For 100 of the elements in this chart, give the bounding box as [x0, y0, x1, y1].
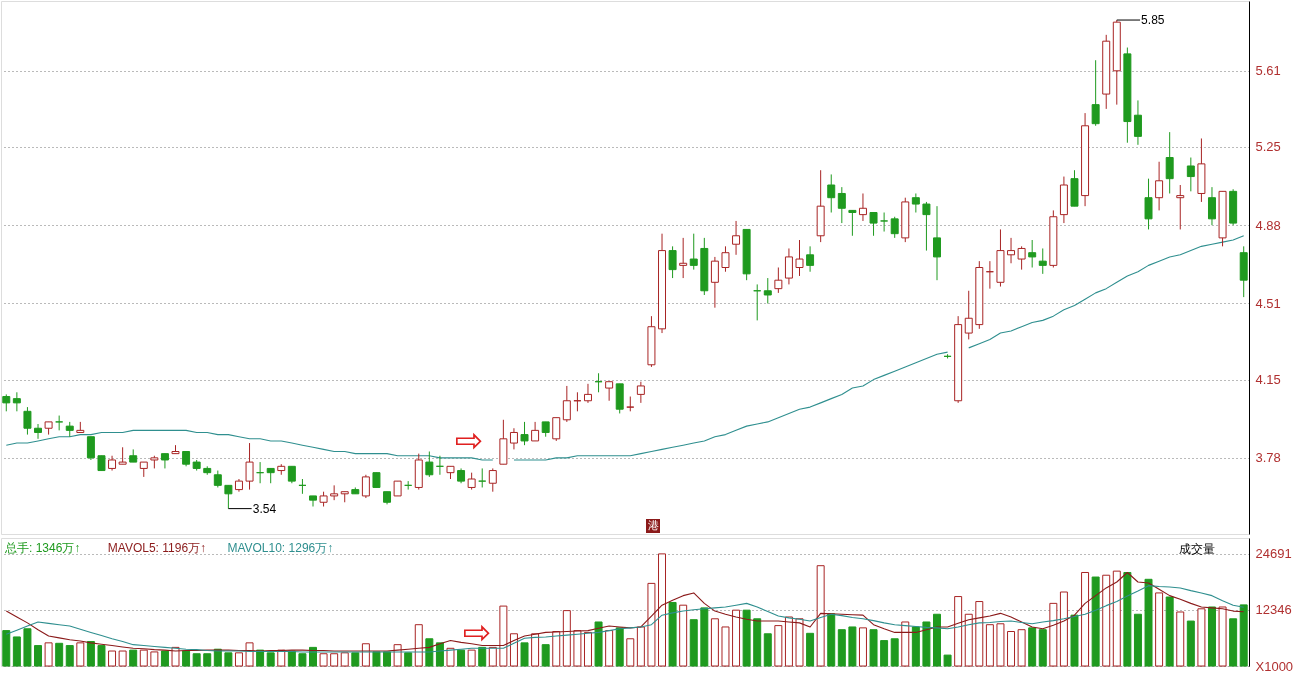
- line-series: [5, 571, 1245, 652]
- candlestick: [1017, 245, 1026, 271]
- candlestick: [806, 245, 815, 273]
- bar: [753, 618, 762, 667]
- bar: [1049, 602, 1058, 667]
- candlestick: [795, 239, 804, 277]
- bar: [330, 653, 339, 667]
- candlestick: [1155, 161, 1164, 211]
- candlestick: [488, 467, 497, 493]
- bar: [922, 621, 931, 667]
- y-tick-label: 3.78: [1255, 450, 1281, 466]
- candlestick: [1176, 184, 1185, 230]
- bar: [985, 624, 994, 667]
- bar: [118, 650, 127, 667]
- bar: [1165, 596, 1174, 667]
- bar: [1038, 629, 1047, 667]
- candlestick: [605, 381, 614, 402]
- candlestick: [1165, 131, 1174, 194]
- bar: [636, 626, 645, 667]
- bar: [964, 613, 973, 667]
- bar: [1144, 578, 1153, 667]
- bar: [467, 649, 476, 667]
- bar: [319, 653, 328, 667]
- candlestick: [636, 381, 645, 404]
- bar: [1229, 618, 1238, 667]
- bar: [1091, 576, 1100, 667]
- candlestick: [710, 256, 719, 309]
- bar: [129, 649, 138, 667]
- bar: [626, 638, 635, 667]
- candlestick: [1207, 186, 1216, 226]
- bar: [583, 631, 592, 667]
- candlestick: [552, 417, 561, 442]
- candlestick: [23, 406, 32, 436]
- candlestick: [520, 421, 529, 446]
- candlestick: [911, 192, 920, 214]
- bar: [795, 618, 804, 667]
- candlestick: [890, 216, 899, 239]
- annotation: ⇨: [454, 420, 484, 460]
- bar: [668, 601, 677, 667]
- candlestick: [1007, 237, 1016, 264]
- text: MAVOL5: 1196万↑: [107, 541, 207, 555]
- y-tick-label: 4.88: [1255, 217, 1281, 233]
- bar: [340, 652, 349, 667]
- candlestick: [1028, 239, 1037, 268]
- candlestick: [1091, 59, 1100, 127]
- bar: [224, 652, 233, 667]
- bar: [1133, 613, 1142, 667]
- bar: [2, 630, 11, 667]
- candlestick: [583, 383, 592, 404]
- text: 总手: 1346万↑: [4, 541, 81, 555]
- bar: [351, 652, 360, 667]
- candlestick: [562, 385, 571, 423]
- candlestick: [531, 421, 540, 442]
- bar: [816, 565, 825, 667]
- bar: [34, 645, 43, 667]
- bar: [975, 601, 984, 667]
- bar: [520, 642, 529, 667]
- candlestick: [86, 436, 95, 461]
- bar: [531, 633, 540, 667]
- annotation: 港: [647, 519, 659, 531]
- bar: [404, 652, 413, 667]
- bar: [1218, 606, 1227, 667]
- bar: [12, 636, 21, 667]
- candlestick: [869, 212, 878, 237]
- candlestick: [1186, 157, 1195, 192]
- bar: [457, 649, 466, 667]
- candlestick: [858, 192, 867, 222]
- bar: [911, 626, 920, 667]
- bar: [763, 633, 772, 667]
- candlestick: [732, 220, 741, 256]
- candlestick: [837, 186, 846, 224]
- candlestick: [245, 442, 254, 491]
- candlestick: [964, 290, 973, 340]
- bar: [615, 627, 624, 667]
- bar: [44, 642, 53, 667]
- bar: [742, 609, 751, 667]
- bar: [478, 646, 487, 667]
- bar: [1186, 620, 1195, 667]
- bar: [848, 626, 857, 667]
- bar: [192, 653, 201, 667]
- y-tick-label: 4.15: [1255, 372, 1281, 388]
- bar: [594, 621, 603, 667]
- y-tick-label: 12346: [1255, 602, 1292, 618]
- candlestick: [224, 484, 233, 510]
- bar: [679, 604, 688, 667]
- candlestick: [1038, 247, 1047, 275]
- bar: [1081, 572, 1090, 667]
- bar: [23, 628, 32, 667]
- y-tick-label: 4.51: [1255, 295, 1281, 311]
- candlestick: [827, 173, 836, 214]
- candlestick: [361, 474, 370, 499]
- bar: [287, 650, 296, 667]
- bar: [488, 646, 497, 667]
- text: MAVOL10: 1296万↑: [227, 541, 334, 555]
- bar: [806, 632, 815, 667]
- bar: [298, 653, 307, 667]
- candlestick: [478, 467, 487, 488]
- bar: [1123, 572, 1132, 667]
- bar: [954, 596, 963, 667]
- bar: [150, 651, 159, 667]
